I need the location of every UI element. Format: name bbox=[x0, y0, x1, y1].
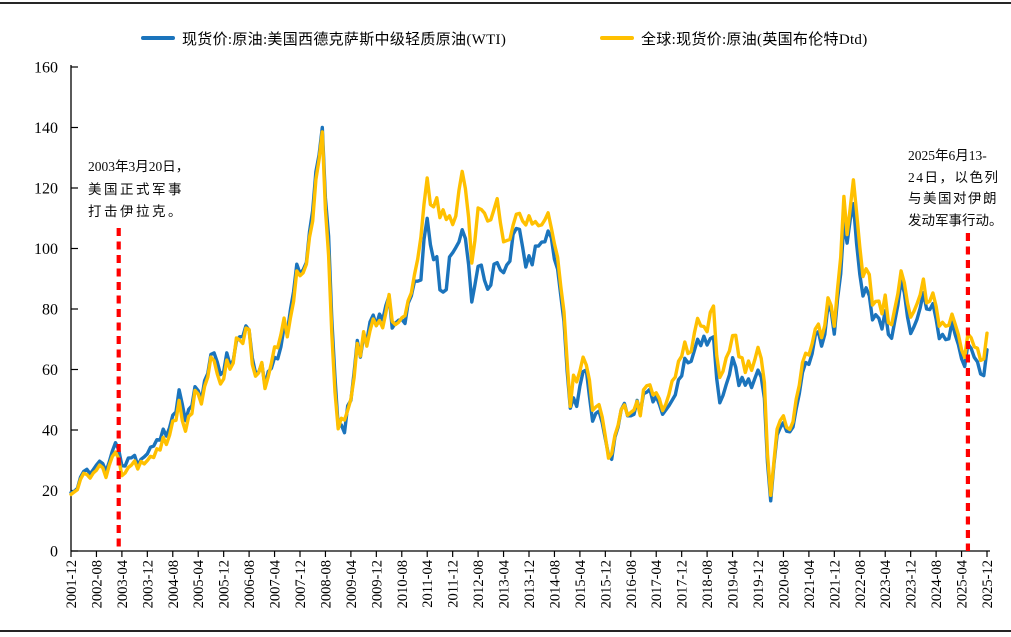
x-tick-label: 2023-12 bbox=[904, 560, 920, 608]
x-tick-label: 2007-12 bbox=[293, 560, 309, 608]
x-tick-label: 2011-04 bbox=[420, 559, 436, 608]
y-tick-label: 140 bbox=[34, 120, 58, 137]
x-tick-label: 2011-12 bbox=[446, 560, 462, 608]
wti-line-swatch bbox=[141, 36, 175, 40]
top-rule bbox=[0, 2, 1011, 4]
annotation-iran-strike: 2025年6月13- 24日，以色列 与美国对伊朗 发动军事行动。 bbox=[908, 145, 1003, 231]
y-tick-label: 40 bbox=[42, 423, 58, 440]
x-tick-label: 2001-12 bbox=[64, 560, 80, 608]
x-tick-label: 2025-12 bbox=[980, 560, 996, 608]
y-tick-label: 160 bbox=[34, 60, 58, 77]
legend-label-wti: 现货价:原油:美国西德克萨斯中级轻质原油(WTI) bbox=[182, 31, 507, 48]
legend-item-wti: 现货价:原油:美国西德克萨斯中级轻质原油(WTI) bbox=[141, 29, 507, 48]
y-tick-label: 20 bbox=[42, 483, 58, 500]
annotation-text-line: 2003年3月20日， bbox=[88, 159, 190, 174]
x-tick-label: 2004-08 bbox=[166, 560, 182, 608]
x-tick-label: 2009-12 bbox=[369, 560, 385, 608]
x-tick-label: 2003-12 bbox=[140, 560, 156, 608]
annotation-text-line: 与美国对伊朗 bbox=[908, 191, 998, 206]
y-tick-label: 120 bbox=[34, 181, 58, 198]
y-tick-label: 60 bbox=[42, 362, 58, 379]
annotation-text-line: 24日，以色列 bbox=[908, 169, 1000, 185]
wti-price-line bbox=[69, 125, 989, 503]
x-tick-label: 2010-08 bbox=[395, 560, 411, 608]
x-tick-label: 2005-12 bbox=[217, 560, 233, 608]
x-tick-label: 2007-04 bbox=[268, 559, 284, 608]
annotation-text-line: 打击伊拉克。 bbox=[88, 204, 184, 219]
annotation-text-line: 美国正式军事 bbox=[88, 181, 184, 197]
x-tick-label: 2024-08 bbox=[929, 560, 945, 608]
x-tick-label: 2005-04 bbox=[191, 559, 207, 608]
x-tick-label: 2014-08 bbox=[547, 560, 563, 608]
x-tick-label: 2015-12 bbox=[598, 560, 614, 608]
x-tick-label: 2009-04 bbox=[344, 559, 360, 608]
annotation-text-line: 发动军事行动。 bbox=[908, 212, 1003, 228]
x-tick-label: 2003-04 bbox=[115, 559, 131, 608]
brent-line-swatch bbox=[600, 36, 634, 40]
x-tick-label: 2021-04 bbox=[802, 559, 818, 608]
x-tick-label: 2017-04 bbox=[649, 559, 665, 608]
x-tick-label: 2013-04 bbox=[497, 559, 513, 608]
legend-item-brent: 全球:现货价:原油(英国布伦特Dtd) bbox=[600, 29, 868, 48]
y-tick-label: 100 bbox=[34, 241, 58, 258]
bottom-rule bbox=[0, 630, 1011, 632]
x-tick-label: 2002-08 bbox=[89, 560, 105, 608]
y-tick-label: 0 bbox=[50, 544, 58, 561]
x-tick-label: 2017-12 bbox=[675, 560, 691, 608]
annotation-iraq-war: 2003年3月20日， 美国正式军事 打击伊拉克。 bbox=[88, 156, 189, 224]
x-tick-label: 2019-12 bbox=[751, 560, 767, 608]
x-tick-label: 2023-04 bbox=[878, 559, 894, 608]
x-tick-label: 2016-08 bbox=[624, 560, 640, 608]
x-tick-label: 2021-12 bbox=[827, 560, 843, 608]
annotation-text-line: 2025年6月13- bbox=[908, 148, 987, 163]
x-tick-label: 2019-04 bbox=[726, 559, 742, 608]
x-tick-label: 2015-04 bbox=[573, 559, 589, 608]
x-tick-label: 2022-08 bbox=[853, 560, 869, 608]
x-tick-label: 2020-08 bbox=[776, 560, 792, 608]
x-tick-label: 2008-08 bbox=[318, 560, 334, 608]
legend-label-brent: 全球:现货价:原油(英国布伦特Dtd) bbox=[641, 31, 868, 48]
brent-price-line bbox=[69, 130, 989, 497]
y-tick-label: 80 bbox=[42, 302, 58, 319]
x-tick-label: 2012-08 bbox=[471, 560, 487, 608]
x-tick-label: 2013-12 bbox=[522, 560, 538, 608]
x-tick-label: 2025-04 bbox=[955, 559, 971, 608]
x-tick-label: 2018-08 bbox=[700, 560, 716, 608]
x-tick-label: 2006-08 bbox=[242, 560, 258, 608]
